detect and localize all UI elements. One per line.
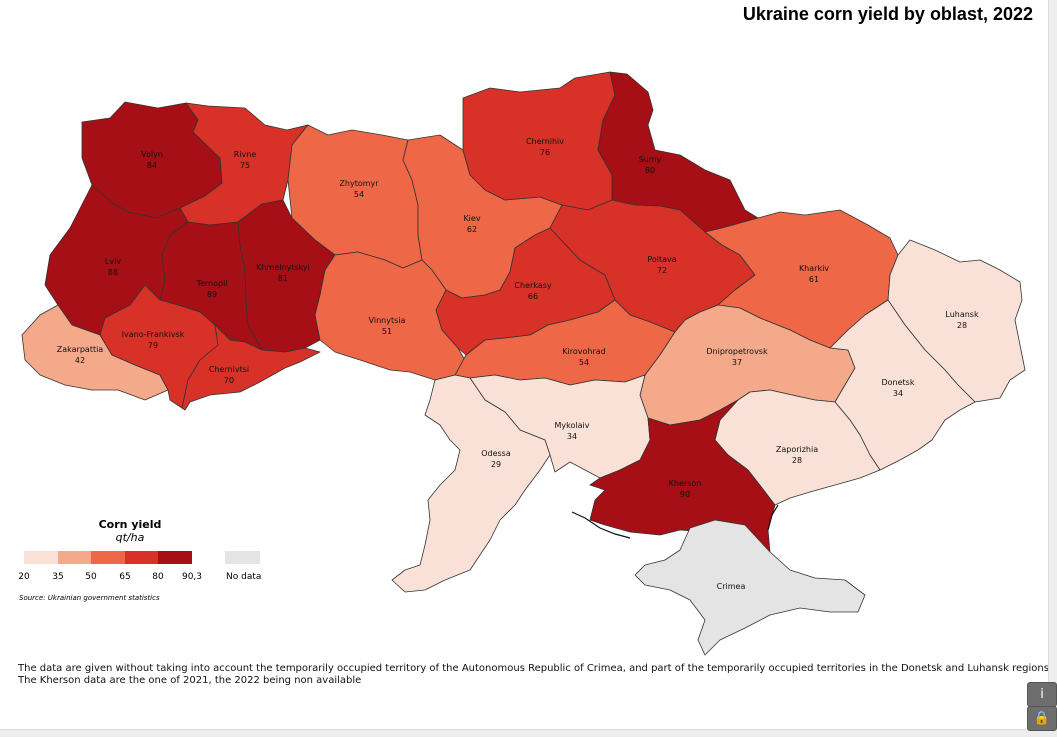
sea-coastline-arabat bbox=[767, 504, 779, 531]
lock-button[interactable]: 🔒 bbox=[1027, 706, 1057, 731]
region-crimea[interactable] bbox=[634, 519, 866, 656]
region-donetsk[interactable] bbox=[829, 299, 976, 471]
legend-tick: 35 bbox=[52, 572, 64, 582]
region-name-label: Zhytomyr bbox=[339, 179, 379, 188]
region-name-label: Sumy bbox=[639, 155, 662, 164]
region-name-label: Kherson bbox=[669, 479, 702, 488]
region-value-label: 72 bbox=[657, 266, 667, 275]
region-value-label: 62 bbox=[467, 225, 477, 234]
footnote-line: The Kherson data are the one of 2021, th… bbox=[18, 675, 362, 686]
region-value-label: 37 bbox=[732, 358, 742, 367]
legend-no-data-swatch bbox=[225, 551, 260, 564]
region-name-label: Donetsk bbox=[882, 378, 915, 387]
region-name-label: Ivano-Frankivsk bbox=[122, 330, 185, 339]
region-value-label: 88 bbox=[108, 268, 118, 277]
region-value-label: 34 bbox=[567, 432, 577, 441]
region-value-label: 28 bbox=[957, 321, 967, 330]
bottom-bar bbox=[0, 729, 1057, 737]
sea-coastline-spit bbox=[571, 511, 631, 539]
region-name-label: Crimea bbox=[717, 582, 746, 591]
region-name-label: Vinnytsia bbox=[369, 316, 406, 325]
region-name-label: Volyn bbox=[141, 150, 163, 159]
region-value-label: 54 bbox=[579, 358, 589, 367]
region-name-label: Kiev bbox=[463, 214, 480, 223]
legend-color-scale bbox=[24, 551, 192, 564]
region-value-label: 89 bbox=[207, 290, 217, 299]
region-name-label: Ternopil bbox=[195, 279, 227, 288]
legend-tick: 65 bbox=[119, 572, 131, 582]
region-chernivtsi[interactable] bbox=[181, 324, 321, 411]
legend-tick: 20 bbox=[18, 572, 30, 582]
region-name-label: Kharkiv bbox=[799, 264, 829, 273]
region-value-label: 61 bbox=[809, 275, 819, 284]
region-name-label: Dnipropetrovsk bbox=[706, 347, 768, 356]
region-value-label: 90 bbox=[680, 490, 690, 499]
legend-swatch-5 bbox=[158, 551, 192, 564]
footnotes: The data are given without taking into a… bbox=[18, 663, 1052, 687]
region-name-label: Zaporizhia bbox=[776, 445, 818, 454]
region-value-label: 81 bbox=[278, 274, 288, 283]
region-value-label: 66 bbox=[528, 292, 538, 301]
map-title: Ukraine corn yield by oblast, 2022 bbox=[742, 4, 1033, 24]
region-zakarpattia[interactable] bbox=[21, 304, 169, 401]
region-name-label: Poltava bbox=[647, 255, 676, 264]
region-value-label: 79 bbox=[148, 341, 158, 350]
region-value-label: 42 bbox=[75, 356, 85, 365]
region-value-label: 29 bbox=[491, 460, 501, 469]
region-name-label: Luhansk bbox=[945, 310, 979, 319]
region-name-label: Zakarpattia bbox=[57, 345, 104, 354]
region-value-label: 70 bbox=[224, 376, 234, 385]
footnote-line: The data are given without taking into a… bbox=[18, 663, 1053, 674]
legend-swatch-1 bbox=[24, 551, 58, 564]
region-name-label: Khmelnytskyi bbox=[256, 263, 310, 272]
region-name-label: Kirovohrad bbox=[562, 347, 605, 356]
region-name-label: Mykolaiv bbox=[555, 421, 590, 430]
region-value-label: 34 bbox=[893, 389, 903, 398]
region-name-label: Cherkasy bbox=[514, 281, 551, 290]
region-value-label: 28 bbox=[792, 456, 802, 465]
legend-swatch-2 bbox=[57, 551, 92, 564]
legend-tick: 80 bbox=[152, 572, 164, 582]
legend-unit: qt/ha bbox=[115, 531, 145, 544]
region-name-label: Chernihiv bbox=[526, 137, 564, 146]
info-button[interactable]: i bbox=[1027, 682, 1057, 707]
region-odessa[interactable] bbox=[391, 374, 551, 593]
legend-tick: 90,3 bbox=[181, 572, 203, 582]
legend-swatch-4 bbox=[124, 551, 159, 564]
region-value-label: 84 bbox=[147, 161, 157, 170]
region-value-label: 76 bbox=[540, 148, 550, 157]
region-value-label: 75 bbox=[240, 161, 250, 170]
source-note: Source: Ukrainian government statistics bbox=[19, 594, 160, 602]
region-value-label: 51 bbox=[382, 327, 392, 336]
region-value-label: 80 bbox=[645, 166, 655, 175]
legend-title: Corn yield bbox=[98, 518, 162, 531]
region-name-label: Odessa bbox=[481, 449, 511, 458]
region-value-label: 54 bbox=[354, 190, 364, 199]
legend-swatch-3 bbox=[91, 551, 125, 564]
region-name-label: Rivne bbox=[234, 150, 257, 159]
legend-tick: 50 bbox=[85, 572, 97, 582]
vertical-scrollbar[interactable] bbox=[1048, 0, 1057, 737]
region-name-label: Lviv bbox=[105, 257, 121, 266]
region-name-label: Chernivtsi bbox=[209, 365, 249, 374]
legend-no-data-label: No data bbox=[226, 572, 262, 582]
